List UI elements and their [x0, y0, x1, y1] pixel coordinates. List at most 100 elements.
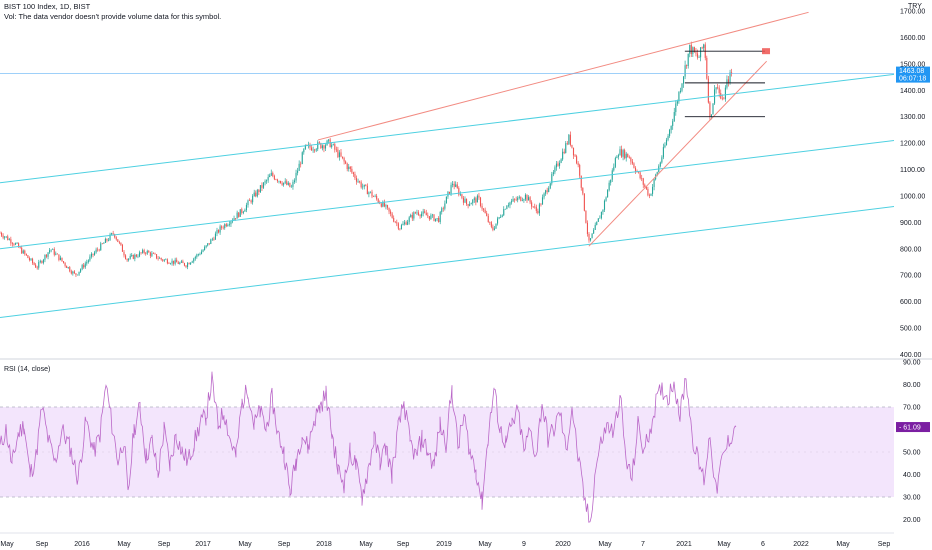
candle-body [357, 181, 359, 183]
price-pane[interactable] [0, 11, 895, 319]
candle-body [266, 180, 268, 182]
candle-body [653, 179, 655, 187]
candle-body [16, 243, 18, 244]
candle-body [554, 167, 556, 173]
candle-body [439, 212, 441, 223]
time-tick-label: May [836, 541, 850, 548]
candle-body [414, 212, 416, 214]
candle-body [386, 205, 389, 208]
candle-body [407, 221, 409, 225]
candle-body [373, 196, 375, 198]
candle-body [467, 204, 469, 206]
rsi-tick-label: 80.00 [903, 382, 921, 389]
candle-body [726, 79, 728, 88]
candle-body [35, 264, 37, 268]
rsi-axis[interactable]: 90.0080.0070.0060.0050.0040.0030.0020.00… [896, 360, 930, 525]
candle-body [433, 214, 435, 221]
candle-body [352, 172, 354, 174]
candle-body [455, 184, 457, 187]
candle-body [222, 227, 224, 229]
candle-body [402, 223, 404, 226]
candle-body [24, 250, 26, 254]
candle-body [123, 251, 125, 256]
time-axis[interactable]: May Sep 2016 May Sep 2017 May Sep 2018 May Sep 2019… [0, 541, 890, 548]
price-tick-label: 400.00 [900, 352, 922, 359]
candle-body [617, 155, 619, 157]
candle-body [590, 238, 592, 241]
candle-body [225, 224, 227, 227]
price-axis[interactable]: 1700.00 1600.00 1500.00 1400.00 1300.00 1200.… [896, 9, 930, 360]
candle-body [41, 261, 43, 263]
candle-body [424, 211, 426, 213]
candle-body [630, 157, 632, 162]
price-tick-label: 1200.00 [900, 141, 925, 148]
candle-body [648, 195, 650, 196]
candle-body [292, 181, 294, 187]
candle-body [489, 222, 491, 223]
candle-body [475, 198, 477, 203]
candle-body [221, 226, 223, 228]
rsi-tick-label: 90.00 [903, 360, 921, 367]
candle-body [545, 190, 547, 194]
candle-body [368, 192, 370, 195]
candle-body [453, 183, 455, 187]
candle-body [259, 185, 261, 193]
candle-body [565, 143, 567, 153]
time-tick-label: Sep [158, 541, 171, 548]
currency-label: TRY [908, 3, 922, 10]
candle-body [103, 242, 105, 244]
candle-body [219, 226, 221, 233]
candle-body [276, 179, 278, 182]
candle-body [236, 212, 238, 219]
candle-body [338, 152, 340, 158]
candle-body [55, 253, 57, 255]
candle-body [171, 260, 173, 264]
candle-body [548, 188, 550, 192]
candle-body [115, 237, 117, 240]
candle-body [242, 211, 244, 213]
candle-body [67, 267, 69, 268]
candle-body [509, 202, 511, 206]
candle-body [255, 192, 257, 197]
candle-body [22, 250, 24, 254]
candle-body [140, 252, 142, 254]
candle-body [197, 254, 199, 255]
candle-body [129, 255, 131, 259]
candle-body [593, 230, 595, 234]
candle-body [63, 261, 65, 263]
time-tick-label: May [0, 541, 14, 548]
candle-body [607, 190, 609, 198]
candle-body [314, 149, 316, 151]
candle-body [585, 210, 587, 223]
candle-body [541, 197, 544, 205]
candle-body [469, 204, 471, 206]
price-tick-label: 1600.00 [900, 35, 925, 42]
candle-body [448, 191, 451, 194]
candle-body [278, 180, 280, 182]
candle-body [1, 233, 3, 236]
candle-body [408, 217, 410, 222]
candle-body [696, 53, 699, 58]
candle-body [404, 222, 406, 224]
candle-body [117, 239, 119, 242]
rsi-tick-label: 50.00 [903, 450, 921, 457]
rsi-pane[interactable] [0, 371, 894, 523]
candle-body [156, 254, 158, 259]
candle-body [190, 262, 192, 265]
candle-body [586, 222, 588, 235]
candle-body [458, 188, 460, 195]
candle-body [551, 174, 553, 184]
candle-body [340, 152, 342, 157]
candle-body [515, 199, 517, 201]
candle-body [86, 261, 88, 264]
candle-body [452, 183, 454, 185]
candle-body [346, 163, 348, 170]
candle-body [459, 194, 461, 195]
candle-body [342, 156, 344, 158]
candle-body [397, 223, 399, 229]
candle-body [676, 101, 678, 104]
candle-body [621, 149, 623, 157]
candle-body [512, 198, 514, 202]
candle-body [343, 157, 345, 162]
